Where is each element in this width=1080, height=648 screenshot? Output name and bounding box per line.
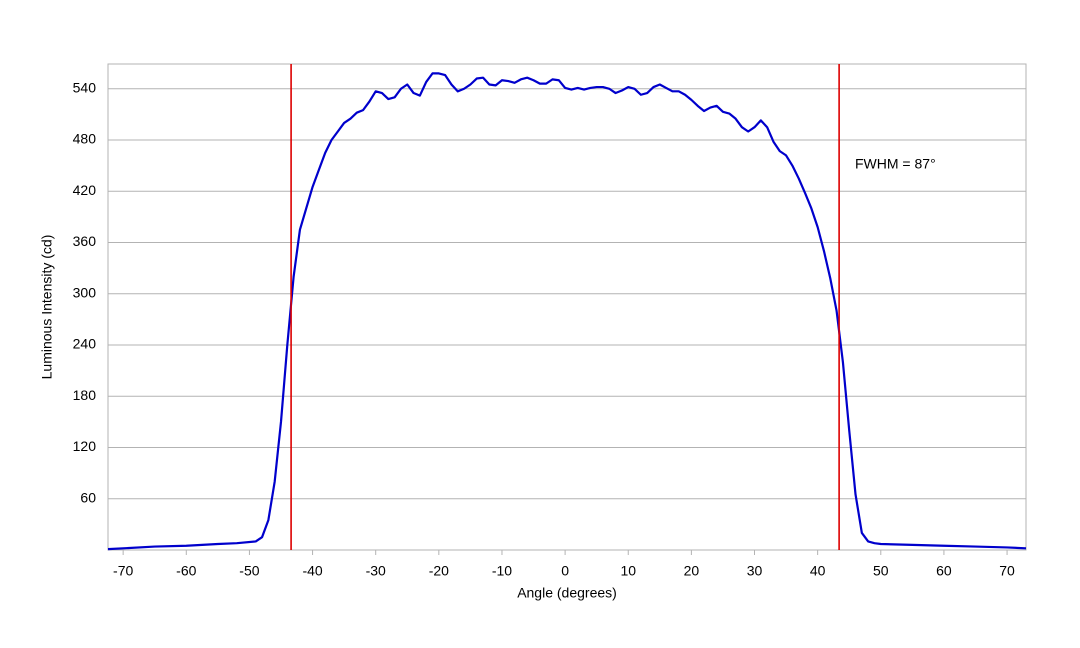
x-tick-label: 10 (620, 563, 636, 579)
x-tick-label: -10 (492, 563, 512, 579)
x-tick-label: 0 (561, 563, 569, 579)
y-tick-label: 480 (73, 131, 97, 147)
x-tick-label: 60 (936, 563, 952, 579)
y-tick-label: 300 (73, 284, 97, 300)
x-axis-title: Angle (degrees) (517, 585, 617, 601)
x-tick-label: -50 (239, 563, 259, 579)
x-tick-label: 40 (810, 563, 826, 579)
x-tick-label: -30 (366, 563, 386, 579)
y-tick-label: 180 (73, 387, 97, 403)
y-tick-label: 540 (73, 79, 97, 95)
x-tick-label: -20 (429, 563, 449, 579)
y-tick-label: 240 (73, 336, 97, 352)
y-tick-label: 60 (80, 489, 96, 505)
x-tick-label: 70 (999, 563, 1015, 579)
y-tick-label: 420 (73, 182, 97, 198)
x-tick-label: -60 (176, 563, 196, 579)
x-tick-label: 50 (873, 563, 889, 579)
plot-frame (107, 63, 1027, 551)
x-tick-label: -70 (113, 563, 133, 579)
x-tick-label: 30 (747, 563, 763, 579)
y-axis-title: Luminous Intensity (cd) (39, 235, 55, 380)
x-tick-label: 20 (684, 563, 700, 579)
annotation: FWHM = 87° (855, 156, 936, 172)
x-tick-label: -40 (302, 563, 322, 579)
data-line (107, 72, 1027, 551)
y-tick-label: 120 (73, 438, 97, 454)
y-tick-label: 360 (73, 233, 97, 249)
